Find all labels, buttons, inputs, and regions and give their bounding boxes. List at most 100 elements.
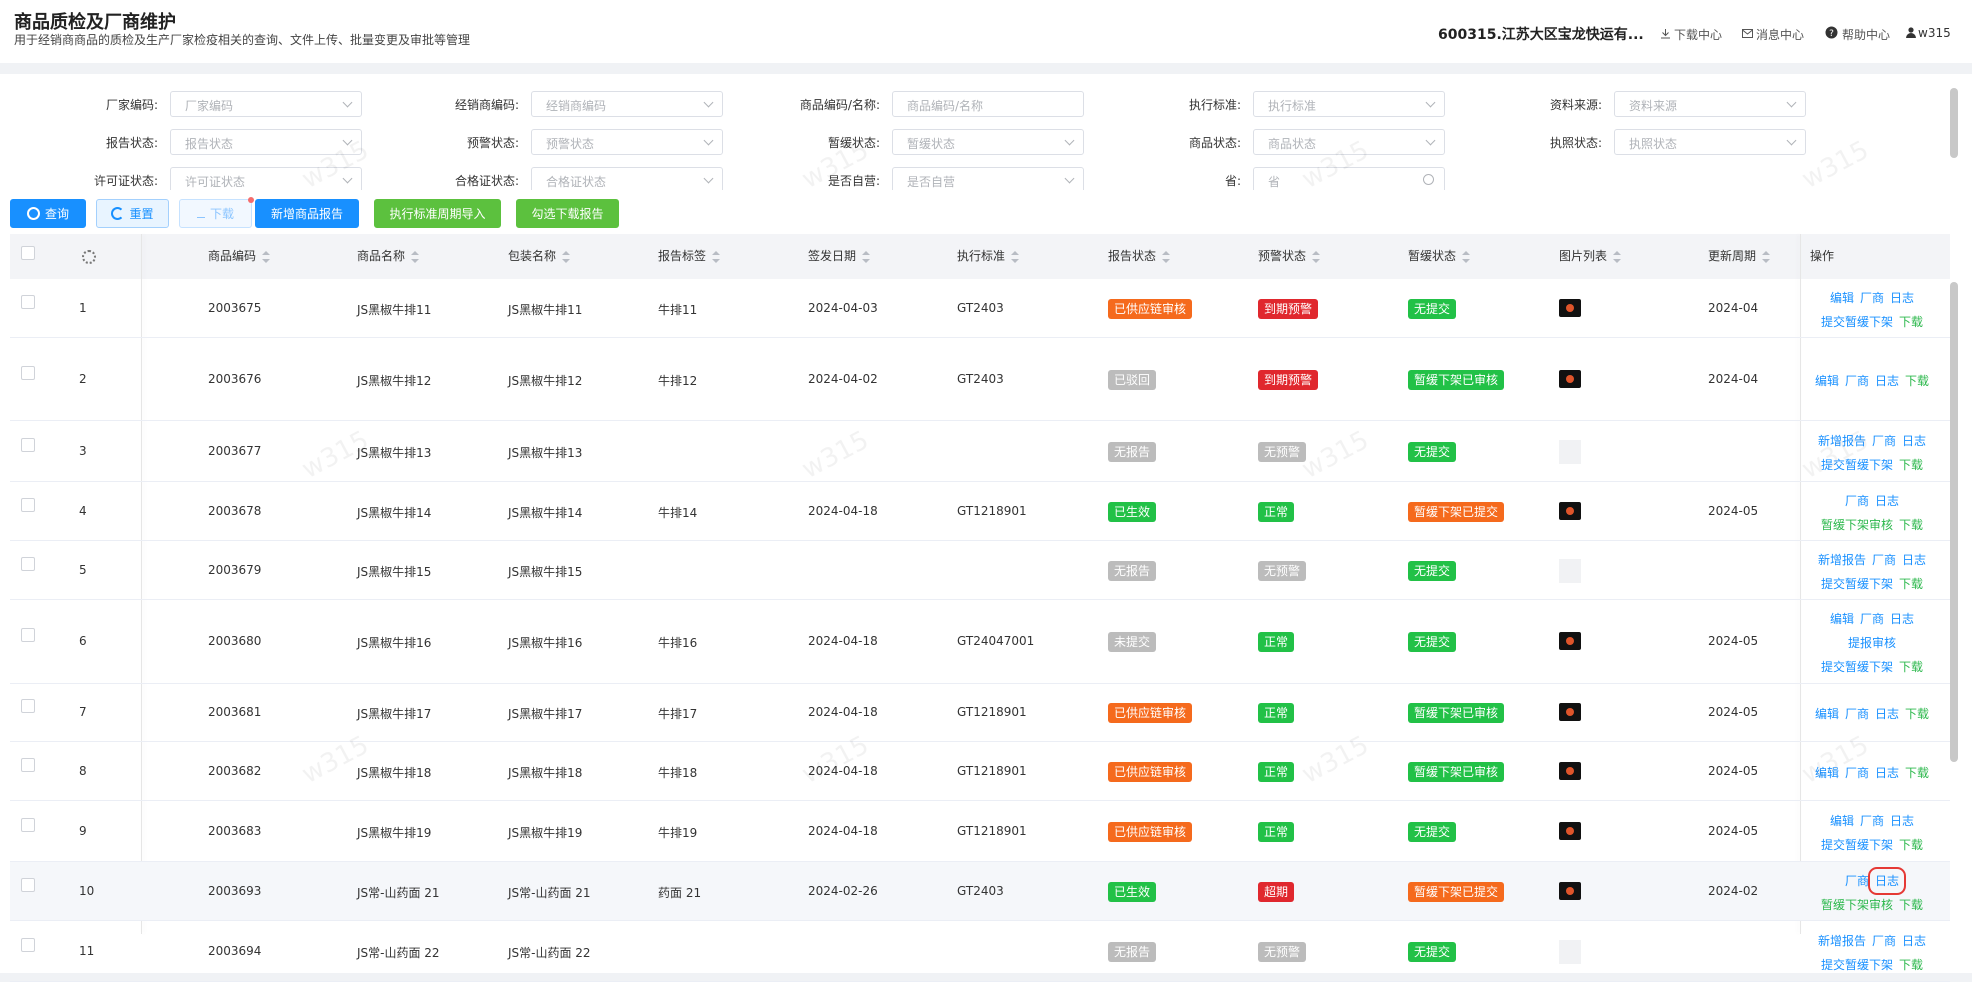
checkbox[interactable]	[21, 877, 35, 892]
action-link[interactable]: 下载	[1905, 373, 1930, 388]
checkbox[interactable]	[21, 437, 35, 452]
action-link[interactable]: 厂商	[1844, 373, 1869, 388]
button[interactable]: 执行标准周期导入	[374, 199, 501, 228]
checkbox[interactable]	[21, 817, 35, 832]
checkbox[interactable]	[21, 294, 35, 309]
action-link[interactable]: 厂商	[1844, 493, 1869, 508]
thumbnail[interactable]	[1559, 761, 1581, 780]
action-link[interactable]: 日志	[1890, 290, 1915, 305]
action-link[interactable]: 日志	[1867, 866, 1907, 895]
action-link[interactable]: 提交暂缓下架	[1820, 576, 1893, 591]
action-link[interactable]: 下载	[1899, 517, 1924, 532]
action-link[interactable]: 暂缓下架审核	[1820, 517, 1893, 532]
sort-icon[interactable]	[712, 250, 721, 263]
filter-input[interactable]: 许可证状态	[170, 167, 362, 190]
action-link[interactable]: 提交暂缓下架	[1820, 314, 1893, 329]
thumbnail[interactable]	[1559, 821, 1581, 840]
company[interactable]: 600315.江苏大区宝龙快运有...	[1438, 27, 1644, 43]
action-link[interactable]: 下载	[1905, 765, 1930, 780]
action-link[interactable]: 下载	[1899, 314, 1924, 329]
action-link[interactable]: 厂商	[1844, 707, 1869, 721]
action-link[interactable]: 编辑	[1814, 765, 1839, 780]
thumbnail[interactable]	[1559, 881, 1581, 900]
action-link[interactable]: 编辑	[1814, 707, 1839, 721]
header-link[interactable]: 帮助中心	[1842, 28, 1891, 42]
scrollbar[interactable]	[1950, 282, 1958, 762]
action-link[interactable]: 厂商	[1871, 433, 1896, 448]
action-link[interactable]: 下载	[1899, 576, 1924, 591]
filter-input[interactable]: 省	[1253, 167, 1445, 190]
action-link[interactable]: 编辑	[1829, 290, 1854, 305]
thumbnail[interactable]	[1559, 501, 1581, 520]
filter-input[interactable]: 是否自营	[892, 167, 1084, 190]
filter-input[interactable]: 执照状态	[1614, 129, 1806, 155]
checkbox[interactable]	[21, 246, 35, 260]
table-row[interactable]	[10, 421, 1950, 482]
action-link[interactable]: 提报审核	[1847, 636, 1896, 650]
checkbox[interactable]	[21, 699, 35, 713]
action-link[interactable]: 日志	[1875, 373, 1900, 388]
filter-input[interactable]: 预警状态	[531, 129, 723, 155]
action-link[interactable]: 编辑	[1829, 612, 1854, 626]
action-link[interactable]: 新增报告	[1817, 433, 1866, 448]
action-link[interactable]: 提交暂缓下架	[1820, 660, 1893, 674]
action-link[interactable]: 日志	[1875, 765, 1900, 780]
filter-input[interactable]: 商品编码/名称	[892, 91, 1084, 117]
sort-icon[interactable]	[411, 250, 420, 263]
action-link[interactable]: 下载	[1905, 707, 1930, 721]
action-link[interactable]: 下载	[1899, 897, 1924, 912]
table-row[interactable]	[10, 279, 1950, 338]
action-link[interactable]: 提交暂缓下架	[1820, 457, 1893, 472]
header-link[interactable]: 下载中心	[1674, 28, 1723, 42]
filter-input[interactable]: 商品状态	[1253, 129, 1445, 155]
filter-input[interactable]: 合格证状态	[531, 167, 723, 190]
action-link[interactable]: 日志	[1902, 433, 1927, 448]
sort-icon[interactable]	[1762, 250, 1771, 263]
header-link[interactable]: w315	[1918, 26, 1951, 40]
thumbnail[interactable]	[1559, 298, 1581, 317]
action-link[interactable]: 下载	[1899, 457, 1924, 472]
sort-icon[interactable]	[1613, 250, 1622, 263]
filter-input[interactable]: 资料来源	[1614, 91, 1806, 117]
action-link[interactable]: 厂商	[1859, 612, 1884, 626]
action-link[interactable]: 下载	[1899, 837, 1924, 852]
table-row[interactable]	[10, 482, 1950, 541]
button[interactable]: 勾选下载报告	[516, 199, 619, 228]
sort-icon[interactable]	[1162, 250, 1171, 263]
button[interactable]: 新增商品报告	[255, 199, 359, 228]
table-row[interactable]	[10, 541, 1950, 600]
button[interactable]: 下载	[179, 197, 254, 228]
action-link[interactable]: 日志	[1902, 933, 1927, 948]
filter-input[interactable]: 经销商编码	[531, 91, 723, 117]
action-link[interactable]: 厂商	[1844, 765, 1869, 780]
action-link[interactable]: 日志	[1875, 707, 1900, 721]
checkbox[interactable]	[21, 757, 35, 772]
thumbnail[interactable]	[1559, 703, 1581, 721]
checkbox[interactable]	[21, 497, 35, 512]
filter-input[interactable]: 执行标准	[1253, 91, 1445, 117]
action-link[interactable]: 日志	[1890, 612, 1915, 626]
sort-icon[interactable]	[1312, 250, 1321, 263]
scrollbar[interactable]	[1950, 88, 1958, 158]
table-row[interactable]	[10, 684, 1950, 742]
filter-input[interactable]: 报告状态	[170, 129, 362, 155]
action-link[interactable]: 提交暂缓下架	[1820, 957, 1893, 972]
table-row[interactable]	[10, 600, 1950, 684]
action-link[interactable]: 新增报告	[1817, 933, 1866, 948]
filter-input[interactable]: 厂家编码	[170, 91, 362, 117]
action-link[interactable]: 提交暂缓下架	[1820, 837, 1893, 852]
sort-icon[interactable]	[862, 250, 871, 263]
settings-icon[interactable]	[82, 250, 96, 264]
action-link[interactable]: 厂商	[1859, 813, 1884, 828]
button[interactable]: 查询	[10, 199, 86, 228]
table-row[interactable]	[10, 338, 1950, 421]
action-link[interactable]: 新增报告	[1817, 552, 1866, 567]
action-link[interactable]: 厂商	[1871, 933, 1896, 948]
action-link[interactable]: 下载	[1899, 957, 1924, 972]
filter-input[interactable]: 暂缓状态	[892, 129, 1084, 155]
action-link[interactable]: 厂商	[1871, 552, 1896, 567]
checkbox[interactable]	[21, 365, 35, 380]
table-row[interactable]	[10, 862, 1950, 921]
action-link[interactable]: 编辑	[1829, 813, 1854, 828]
thumbnail[interactable]	[1559, 369, 1581, 388]
